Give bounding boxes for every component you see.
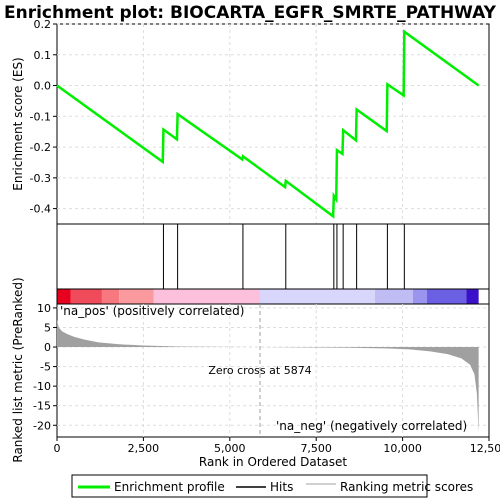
- metric-panel-frame: [56, 303, 490, 438]
- heat-segment: [260, 289, 375, 304]
- x-tick-label: 10,000: [383, 442, 422, 455]
- metric-panel: -20 -15 -10 -5 0 5 10 'na_pos' (positively cor…: [33, 302, 490, 438]
- metric-tick-label: -10: [33, 380, 51, 393]
- x-axis-ticks: 0 2,500 5,000 7,500 10,000 12,500: [54, 437, 500, 455]
- metric-area: [57, 319, 479, 434]
- chart-title: Enrichment plot: BIOCARTA_EGFR_SMRTE_PAT…: [4, 3, 497, 23]
- es-panel: -0.4 -0.3 -0.2 -0.1 0.0 0.1 0.2: [30, 18, 490, 225]
- es-y-axis-label: Enrichment score (ES): [11, 57, 25, 190]
- neg-correlated-label: 'na_neg' (negatively correlated): [276, 419, 467, 433]
- es-y-ticks: -0.4 -0.3 -0.2 -0.1 0.0 0.1 0.2: [30, 18, 57, 216]
- heat-segment: [374, 289, 413, 304]
- heat-segment: [412, 289, 427, 304]
- es-tick-label: 0.1: [34, 49, 52, 62]
- es-tick-label: -0.3: [30, 172, 51, 185]
- es-tick-label: -0.4: [30, 203, 51, 216]
- x-tick-label: 0: [54, 442, 61, 455]
- legend-hits-label: Hits: [270, 480, 293, 494]
- heat-segment: [101, 289, 120, 304]
- hits-panel-frame: [56, 223, 490, 290]
- metric-tick-label: 10: [37, 302, 51, 315]
- metric-tick-label: 5: [44, 321, 51, 334]
- legend: Enrichment profile Hits Ranking metric s…: [71, 474, 473, 498]
- legend-es-label: Enrichment profile: [114, 480, 225, 494]
- heat-bar: [56, 288, 490, 305]
- zero-cross-label: Zero cross at 5874: [208, 364, 311, 377]
- x-tick-label: 12,500: [470, 442, 500, 455]
- es-gridlines: [57, 23, 489, 224]
- hit-marks: [162, 224, 405, 289]
- heat-segment: [426, 289, 467, 304]
- heat-segment: [466, 289, 479, 304]
- legend-metric-label: Ranking metric scores: [340, 480, 473, 494]
- metric-y-ticks: -20 -15 -10 -5 0 5 10: [33, 302, 57, 432]
- x-tick-label: 5,000: [214, 442, 246, 455]
- es-tick-label: 0.0: [34, 80, 52, 93]
- heat-segment: [153, 289, 261, 304]
- es-profile-line: [56, 29, 480, 219]
- legend-frame: [71, 474, 428, 498]
- hits-panel: [56, 223, 490, 290]
- heat-segment: [119, 289, 154, 304]
- es-tick-label: 0.2: [34, 18, 52, 31]
- heat-segment: [70, 289, 102, 304]
- heat-segment: [57, 289, 71, 304]
- metric-tick-label: -5: [40, 361, 51, 374]
- es-tick-label: -0.1: [30, 110, 51, 123]
- pos-correlated-label: 'na_pos' (positively correlated): [60, 304, 244, 318]
- x-tick-label: 2,500: [128, 442, 160, 455]
- es-panel-frame: [56, 23, 490, 225]
- metric-tick-label: 0: [44, 341, 51, 354]
- metric-gridlines: [57, 304, 489, 437]
- metric-y-axis-label: Ranked list metric (PreRanked): [11, 277, 25, 462]
- es-tick-label: -0.2: [30, 141, 51, 154]
- x-axis-label: Rank in Ordered Dataset: [199, 455, 347, 469]
- metric-tick-label: -15: [33, 400, 51, 413]
- x-tick-label: 7,500: [300, 442, 332, 455]
- metric-tick-label: -20: [33, 419, 51, 432]
